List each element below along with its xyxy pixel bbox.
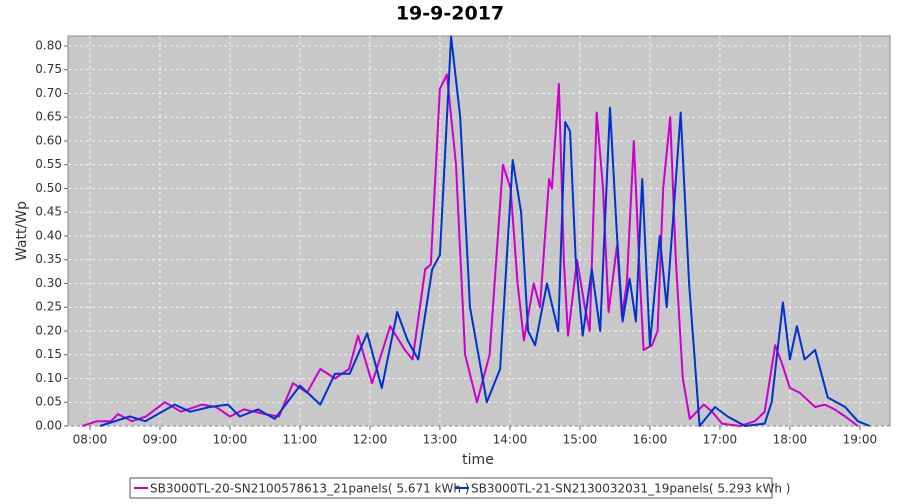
x-tick-label: 17:00 [703,433,738,447]
y-axis-label: Watt/Wp [14,201,30,261]
series-line [99,35,871,427]
y-tick-label: 0.60 [35,133,62,147]
y-tick-label: 0.80 [35,38,62,52]
y-tick-label: 0.55 [35,157,62,171]
y-tick-label: 0.10 [35,371,62,385]
y-tick-label: 0.05 [35,395,62,409]
y-tick-label: 0.20 [35,323,62,337]
y-tick-label: 0.35 [35,252,62,266]
y-tick-label: 0.75 [35,62,62,76]
x-tick-label: 11:00 [283,433,318,447]
chart-title: 19-9-2017 [396,3,504,25]
x-tick-label: 12:00 [353,433,388,447]
y-tick-label: 0.65 [35,110,62,124]
y-tick-label: 0.40 [35,228,62,242]
legend-label: SB3000TL-21-SN2130032031_19panels( 5.293… [471,482,790,496]
y-tick-label: 0.00 [35,419,62,433]
x-tick-label: 18:00 [773,433,808,447]
x-tick-label: 08:00 [73,433,108,447]
x-tick-label: 15:00 [563,433,598,447]
y-tick-label: 0.25 [35,300,62,314]
y-tick-label: 0.70 [35,86,62,100]
legend [129,477,773,499]
plot-area [67,35,891,427]
x-tick-label: 19:00 [843,433,878,447]
x-tick-label: 09:00 [143,433,178,447]
x-axis-label: time [462,452,494,468]
y-tick-label: 0.45 [35,205,62,219]
x-tick-label: 10:00 [213,433,248,447]
x-tick-label: 16:00 [633,433,668,447]
y-tick-label: 0.50 [35,181,62,195]
x-tick-label: 13:00 [423,433,458,447]
y-tick-label: 0.15 [35,347,62,361]
x-tick-label: 14:00 [493,433,528,447]
legend-label: SB3000TL-20-SN2100578613_21panels( 5.671… [150,482,469,496]
y-tick-label: 0.30 [35,276,62,290]
